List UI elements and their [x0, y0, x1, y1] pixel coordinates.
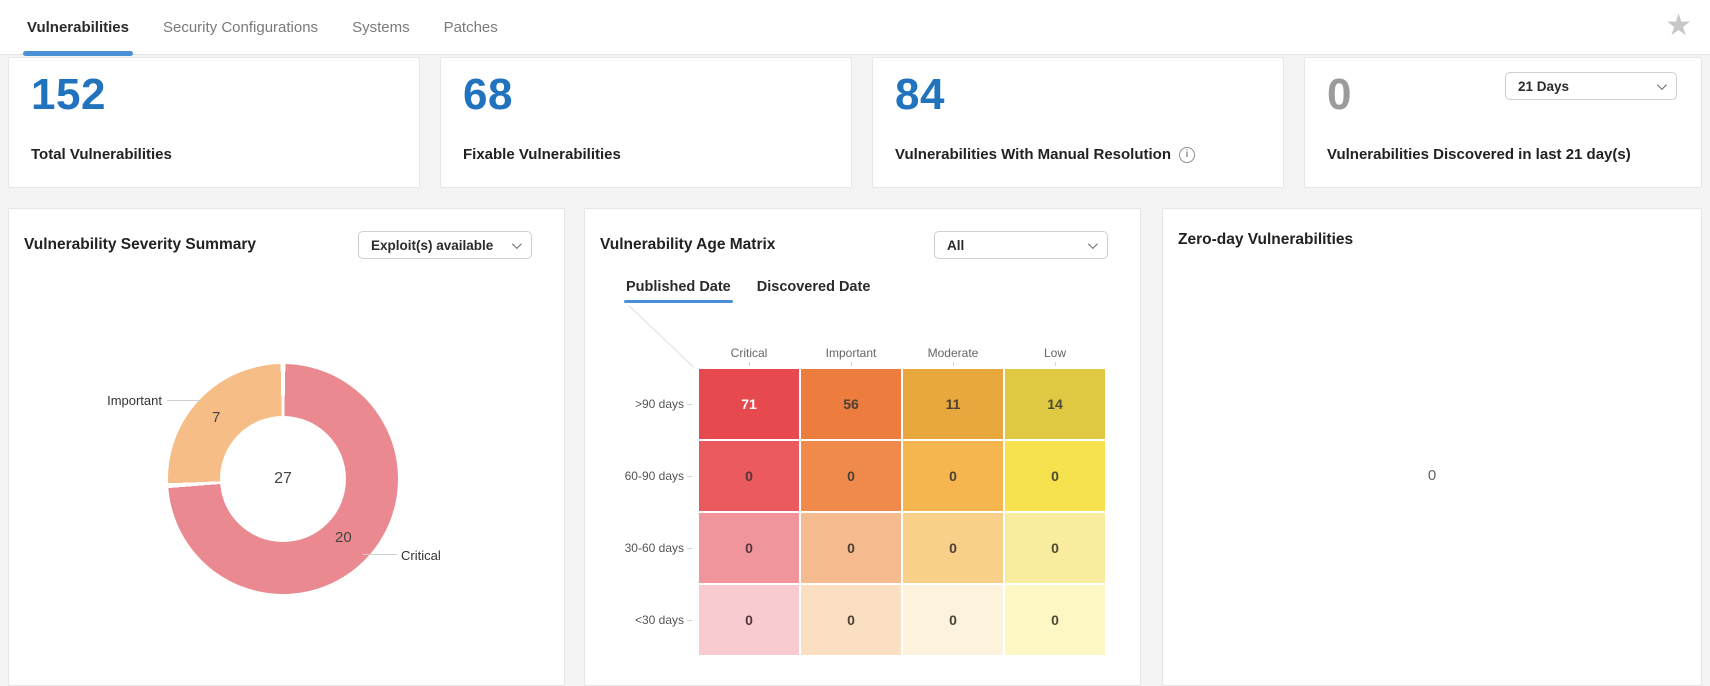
manual-resolution-label-text: Vulnerabilities With Manual Resolution — [895, 146, 1171, 163]
discovered-days-dropdown-value: 21 Days — [1518, 78, 1570, 94]
tab-vulnerabilities[interactable]: Vulnerabilities — [23, 0, 133, 56]
fixable-vulnerabilities-card: 68 Fixable Vulnerabilities — [440, 57, 852, 188]
donut-hole — [220, 416, 346, 542]
favorite-star-icon[interactable]: ★ — [1665, 9, 1692, 42]
donut-label-important: Important — [107, 393, 162, 408]
total-vulnerabilities-label: Total Vulnerabilities — [31, 146, 172, 163]
chevron-down-icon — [1656, 79, 1667, 90]
severity-summary-title: Vulnerability Severity Summary — [24, 236, 257, 253]
matrix-cell[interactable]: 0 — [699, 513, 799, 583]
tab-published-date[interactable]: Published Date — [624, 279, 733, 303]
zero-day-value: 0 — [1427, 467, 1437, 484]
severity-filter-value: Exploit(s) available — [371, 237, 494, 253]
tab-label: Vulnerabilities — [27, 18, 129, 36]
age-matrix-header: Vulnerability Age Matrix All — [585, 209, 1140, 259]
discovered-vulnerabilities-value: 0 — [1327, 70, 1352, 119]
matrix-cell[interactable]: 0 — [1005, 585, 1105, 655]
total-vulnerabilities-card: 152 Total Vulnerabilities — [8, 57, 420, 188]
fixable-vulnerabilities-label: Fixable Vulnerabilities — [463, 146, 621, 163]
matrix-row-label: <30 days — [600, 585, 697, 655]
matrix-row-label: 30-60 days — [600, 513, 697, 583]
severity-summary-panel: Vulnerability Severity Summary Exploit(s… — [8, 208, 565, 686]
manual-resolution-label: Vulnerabilities With Manual Resolution i — [895, 146, 1195, 163]
matrix-cell[interactable]: 11 — [903, 369, 1003, 439]
tab-discovered-date[interactable]: Discovered Date — [757, 279, 871, 303]
zero-day-panel: Zero-day Vulnerabilities 0 — [1162, 208, 1702, 686]
tab-label: Security Configurations — [162, 18, 319, 36]
tab-label: Systems — [352, 18, 410, 36]
donut-leader-line-important — [167, 400, 201, 401]
matrix-cell[interactable]: 0 — [903, 513, 1003, 583]
zero-day-header: Zero-day Vulnerabilities — [1163, 209, 1701, 249]
severity-summary-header: Vulnerability Severity Summary Exploit(s… — [9, 209, 564, 259]
donut-label-critical: Critical — [401, 548, 441, 563]
discovered-vulnerabilities-card: 0 21 Days Vulnerabilities Discovered in … — [1304, 57, 1702, 188]
matrix-cell[interactable]: 0 — [801, 513, 901, 583]
matrix-column-header: Critical — [699, 346, 799, 367]
fixable-vulnerabilities-value: 68 — [463, 70, 513, 119]
donut-center-total: 27 — [274, 470, 292, 487]
age-matrix-tabs: Published Date Discovered Date — [624, 279, 871, 303]
tab-label: Discovered Date — [756, 279, 871, 295]
manual-resolution-card: 84 Vulnerabilities With Manual Resolutio… — [872, 57, 1284, 188]
discovered-vulnerabilities-label: Vulnerabilities Discovered in last 21 da… — [1327, 146, 1631, 163]
age-matrix-grid: Critical Important Moderate Low >90 days 71 56… — [600, 346, 1105, 655]
zero-day-title: Zero-day Vulnerabilities — [1178, 231, 1354, 248]
matrix-cell[interactable]: 56 — [801, 369, 901, 439]
matrix-column-header: Important — [801, 346, 901, 367]
tab-label: Patches — [443, 18, 498, 36]
age-matrix-filter-dropdown[interactable]: All — [934, 231, 1108, 259]
stat-cards-row: 152 Total Vulnerabilities 68 Fixable Vul… — [8, 57, 1702, 188]
matrix-corner — [600, 347, 697, 367]
age-matrix-panel: Vulnerability Age Matrix All Published D… — [584, 208, 1141, 686]
matrix-cell[interactable]: 0 — [903, 441, 1003, 511]
info-icon[interactable]: i — [1179, 146, 1195, 163]
matrix-cell[interactable]: 0 — [699, 441, 799, 511]
matrix-column-header: Moderate — [903, 346, 1003, 367]
matrix-cell[interactable]: 0 — [903, 585, 1003, 655]
matrix-cell[interactable]: 0 — [1005, 513, 1105, 583]
donut-value-important: 7 — [212, 409, 221, 426]
donut-value-critical: 20 — [335, 529, 352, 546]
manual-resolution-value: 84 — [895, 70, 945, 119]
tab-patches[interactable]: Patches — [442, 0, 500, 54]
dashboard-tabs: Vulnerabilities Security Configurations … — [0, 0, 1710, 56]
matrix-cell[interactable]: 14 — [1005, 369, 1105, 439]
matrix-cell[interactable]: 0 — [801, 585, 901, 655]
discovered-days-dropdown[interactable]: 21 Days — [1505, 72, 1677, 100]
donut-leader-line-critical — [363, 554, 397, 555]
matrix-row-label: 60-90 days — [600, 441, 697, 511]
matrix-cell[interactable]: 0 — [801, 441, 901, 511]
tab-label: Published Date — [626, 279, 731, 295]
matrix-row-label: >90 days — [600, 369, 697, 439]
tab-security-configurations[interactable]: Security Configurations — [161, 0, 320, 54]
total-vulnerabilities-value: 152 — [31, 70, 106, 119]
matrix-cell[interactable]: 0 — [699, 585, 799, 655]
top-tab-bar: Vulnerabilities Security Configurations … — [0, 0, 1710, 56]
severity-filter-dropdown[interactable]: Exploit(s) available — [358, 231, 532, 259]
age-matrix-filter-value: All — [947, 237, 965, 253]
severity-donut-area: 27 Important 7 20 Critical — [9, 209, 564, 685]
matrix-cell[interactable]: 71 — [699, 369, 799, 439]
matrix-column-header: Low — [1005, 346, 1105, 367]
age-matrix-title: Vulnerability Age Matrix — [600, 236, 776, 253]
tab-systems[interactable]: Systems — [350, 0, 412, 54]
chevron-down-icon — [1087, 238, 1098, 249]
matrix-cell[interactable]: 0 — [1005, 441, 1105, 511]
